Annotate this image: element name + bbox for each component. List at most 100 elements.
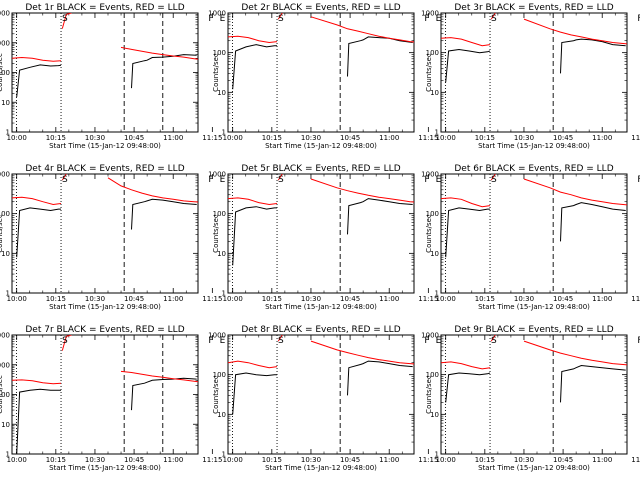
y-tick-label: 1000 [0,171,10,179]
x-tick-label: 10:15 [262,134,282,142]
x-tick-label: 10:15 [46,456,66,464]
y-axis-label: Counts/sec [425,375,433,414]
series-lld [228,360,278,369]
series-lld [441,37,491,47]
y-tick-label: 10 [217,411,226,419]
series-events [445,372,491,403]
series-events [415,368,431,370]
x-tick-label: 10:30 [514,295,534,303]
series-lld [228,197,278,206]
x-tick-label: 10:45 [340,456,360,464]
series-events [438,45,468,47]
y-tick-label: 1 [435,451,439,459]
x-tick-label: 10:45 [553,134,573,142]
x-tick-label: 11:00 [379,456,399,464]
marker-e: E [220,175,226,185]
series-events [131,198,197,230]
x-axis-label: Start Time (15-Jan-12 09:48:00) [265,303,377,311]
panel-det-4: Det 4r BLACK = Events, RED = LLD 1 10 100 10… [0,164,226,311]
series-events [438,369,468,370]
x-tick-label: 10:45 [124,456,144,464]
x-tick-label: 11:15 [631,456,640,464]
marker-s: S [278,14,284,24]
marker-f: F [208,175,213,185]
x-axis-label: Start Time (15-Jan-12 09:48:00) [49,464,161,472]
x-tick-label: 10:15 [262,456,282,464]
y-tick-label: 1000 [208,171,226,179]
marker-f: F [637,175,640,185]
x-tick-label: 10:00 [7,295,27,303]
x-axis-label: Start Time (15-Jan-12 09:48:00) [478,142,590,150]
plot-frame [227,334,415,455]
plot-area [441,335,640,454]
y-tick-label: 100 [426,210,439,218]
y-axis-label: Counts/sec [425,214,433,253]
x-tick-label: 10:30 [85,456,105,464]
y-tick-label: 1 [6,290,10,298]
series-lld [490,335,496,342]
x-tick-label: 10:00 [7,456,27,464]
y-axis-label: Counts/sec [212,53,220,92]
y-tick-label: 10 [1,421,10,429]
panel-det-8: Det 8r BLACK = Events, RED = LLD 1 10 100 10… [208,325,468,472]
x-tick-label: 10:15 [475,456,495,464]
x-axis-label: Start Time (15-Jan-12 09:48:00) [49,303,161,311]
series-lld [12,56,62,62]
plot-frame [440,12,628,133]
x-axis-label: Start Time (15-Jan-12 09:48:00) [478,464,590,472]
marker-s: S [278,175,284,185]
series-events [445,207,490,258]
plot-frame [440,173,628,294]
y-tick-label: 100 [426,371,439,379]
y-axis-label: Counts/sec [0,53,4,92]
marker-s: S [491,14,497,24]
series-events [16,64,62,98]
x-tick-label: 11:00 [592,456,612,464]
x-axis-label: Start Time (15-Jan-12 09:48:00) [265,464,377,472]
y-tick-label: 10 [430,89,439,97]
x-tick-label: 11:15 [418,456,438,464]
plot-frame [11,12,199,133]
x-tick-label: 11:15 [202,295,222,303]
marker-f: F [424,175,429,185]
marker-f: F [424,336,429,346]
series-events [222,62,260,63]
marker-e: E [220,336,226,346]
x-tick-label: 10:30 [514,134,534,142]
series-lld [228,35,278,44]
y-tick-label: 100 [426,49,439,57]
y-tick-label: 1 [222,129,226,137]
chart-title: Det 2r BLACK = Events, RED = LLD [241,3,400,13]
series-events [628,211,640,213]
marker-f: F [424,14,429,24]
x-tick-label: 11:15 [202,134,222,142]
series-lld [523,18,627,45]
plot-frame [227,173,415,294]
series-events [347,198,413,235]
y-tick-label: 100 [0,391,10,399]
y-tick-label: 100 [213,210,226,218]
x-tick-label: 10:15 [475,134,495,142]
y-axis-label: Counts/sec [212,214,220,253]
series-lld [12,379,62,385]
y-tick-label: 1 [222,451,226,459]
series-lld [490,13,496,20]
y-tick-label: 10 [430,411,439,419]
series-lld [61,335,72,351]
x-tick-label: 10:30 [301,295,321,303]
x-tick-label: 10:30 [301,134,321,142]
chart-title: Det 4r BLACK = Events, RED = LLD [25,164,184,174]
marker-f: F [208,14,213,24]
series-lld [61,174,67,181]
series-events [131,54,197,89]
series-events [560,38,626,74]
x-tick-label: 10:45 [553,456,573,464]
y-tick-label: 1000 [421,10,439,18]
marker-e: E [436,336,442,346]
series-events [628,370,640,371]
panel-det-2: Det 2r BLACK = Events, RED = LLD 1 10 100 10… [208,3,468,150]
x-tick-label: 11:15 [631,295,640,303]
y-axis-label: Counts/sec [0,375,4,414]
y-tick-label: 1000 [208,332,226,340]
panel-det-7: Det 7r BLACK = Events, RED = LLD 1 10 100 10… [0,325,226,472]
